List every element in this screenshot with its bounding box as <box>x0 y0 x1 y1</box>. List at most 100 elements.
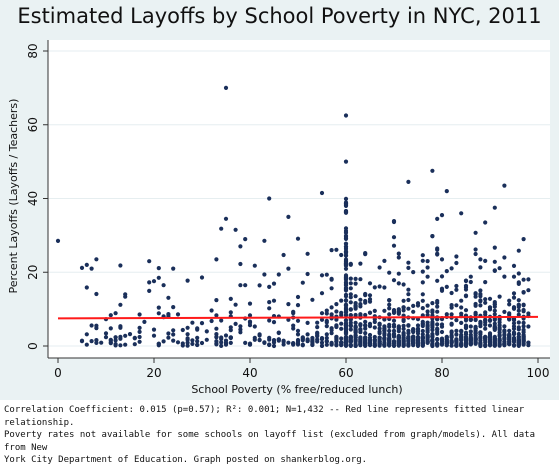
data-point <box>382 332 387 338</box>
data-point <box>521 237 526 242</box>
data-point <box>339 298 344 303</box>
data-point <box>483 258 488 263</box>
data-point <box>492 268 497 273</box>
data-point <box>401 282 406 287</box>
data-point <box>526 343 531 348</box>
data-point <box>185 278 190 283</box>
data-point <box>521 320 526 325</box>
data-point <box>99 340 104 345</box>
data-point <box>411 328 416 334</box>
data-point <box>401 343 406 348</box>
data-point <box>411 335 416 340</box>
data-point <box>291 311 296 316</box>
data-point <box>382 328 387 333</box>
data-point <box>396 307 401 312</box>
data-point <box>459 298 464 303</box>
data-point <box>449 290 454 296</box>
data-point <box>343 303 349 308</box>
x-axis-title: School Poverty (% free/reduced lunch) <box>191 383 402 396</box>
data-point <box>511 263 517 268</box>
data-point <box>372 343 377 348</box>
data-point <box>339 340 344 345</box>
data-point <box>358 261 363 266</box>
data-point <box>113 335 118 340</box>
data-point <box>526 311 531 316</box>
data-point <box>137 325 142 330</box>
data-point <box>372 325 377 330</box>
data-point <box>483 336 488 341</box>
data-point <box>507 341 512 347</box>
data-point <box>420 306 425 311</box>
data-point <box>267 306 272 311</box>
data-point <box>79 339 85 344</box>
data-point <box>190 338 195 343</box>
data-point <box>454 254 459 259</box>
data-point <box>358 342 363 347</box>
data-point <box>247 301 253 306</box>
data-point <box>463 324 469 330</box>
data-point <box>223 333 229 338</box>
data-point <box>502 274 507 279</box>
data-point <box>377 326 382 331</box>
data-point <box>521 290 526 295</box>
data-point <box>511 343 517 348</box>
data-point <box>286 317 291 322</box>
data-point <box>391 235 397 240</box>
data-point <box>281 252 286 258</box>
data-point <box>108 313 113 318</box>
data-point <box>118 324 123 329</box>
data-point <box>401 305 406 310</box>
data-point <box>425 265 430 270</box>
data-point <box>185 340 190 345</box>
data-point <box>507 317 512 322</box>
data-point <box>195 335 200 340</box>
data-point <box>271 320 277 325</box>
data-point <box>502 255 507 260</box>
data-point <box>343 327 349 332</box>
data-point <box>454 328 459 333</box>
data-point <box>286 302 291 307</box>
footnote: Correlation Coefficient: 0.015 (p=0.57);… <box>4 405 536 465</box>
data-point <box>463 293 469 298</box>
data-point <box>463 283 469 288</box>
data-point <box>425 303 430 308</box>
data-point <box>468 279 473 285</box>
data-point <box>516 320 521 325</box>
data-point <box>132 335 137 340</box>
data-point <box>507 333 512 338</box>
data-point <box>391 318 397 323</box>
data-point <box>271 281 277 286</box>
data-point <box>343 312 349 318</box>
data-point <box>358 302 363 307</box>
scatter-plot: 0 20 40 60 80 0 20 40 60 80 100 School Poverty (% … <box>7 40 550 396</box>
data-point <box>339 252 344 258</box>
data-point <box>492 317 497 322</box>
data-point <box>348 281 353 286</box>
data-point <box>396 255 401 260</box>
data-point <box>401 337 406 342</box>
data-point <box>497 333 502 338</box>
data-point <box>463 330 469 335</box>
data-point <box>267 342 272 347</box>
data-point <box>406 260 411 265</box>
data-point <box>329 331 334 336</box>
data-point <box>497 342 502 347</box>
data-point <box>449 305 454 310</box>
data-point <box>199 340 205 346</box>
data-point <box>473 303 478 308</box>
data-point <box>348 295 353 300</box>
data-point <box>171 266 176 271</box>
data-point <box>415 303 421 308</box>
data-point <box>343 298 349 303</box>
data-point <box>435 216 440 221</box>
data-point <box>276 330 281 335</box>
data-point <box>243 283 248 288</box>
data-point <box>175 312 181 317</box>
data-point <box>415 337 421 342</box>
data-point <box>468 317 473 323</box>
data-point <box>363 293 368 298</box>
data-point <box>228 310 233 315</box>
data-point <box>449 266 454 271</box>
data-point <box>439 213 445 218</box>
data-point <box>367 281 373 286</box>
